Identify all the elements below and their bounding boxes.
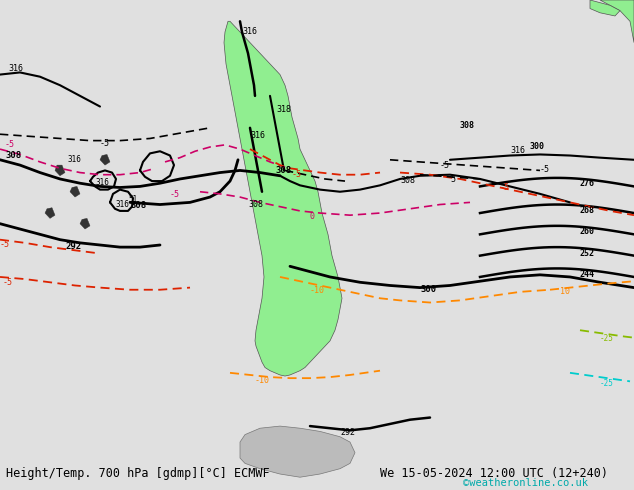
Polygon shape — [224, 21, 342, 376]
Text: We 15-05-2024 12:00 UTC (12+240): We 15-05-2024 12:00 UTC (12+240) — [380, 467, 609, 480]
Text: -5: -5 — [292, 170, 302, 179]
Polygon shape — [600, 0, 634, 43]
Text: 308: 308 — [400, 176, 415, 185]
Text: -5: -5 — [540, 165, 550, 173]
Text: -5: -5 — [440, 161, 450, 171]
Text: 316: 316 — [68, 155, 82, 164]
Text: ©weatheronline.co.uk: ©weatheronline.co.uk — [463, 478, 588, 488]
Polygon shape — [80, 219, 90, 229]
Text: -25: -25 — [600, 379, 614, 388]
Text: 316: 316 — [510, 147, 525, 155]
Text: 268: 268 — [580, 206, 595, 215]
Text: 10: 10 — [560, 287, 570, 296]
Text: 260: 260 — [580, 227, 595, 236]
Text: 316: 316 — [116, 199, 130, 209]
Text: Height/Temp. 700 hPa [gdmp][°C] ECMWF: Height/Temp. 700 hPa [gdmp][°C] ECMWF — [6, 467, 270, 480]
Text: 300: 300 — [420, 285, 436, 294]
Text: 316: 316 — [242, 27, 257, 36]
Text: -10: -10 — [255, 376, 270, 386]
Text: 51: 51 — [128, 196, 137, 204]
Text: 316: 316 — [8, 64, 23, 74]
Text: -5: -5 — [500, 183, 510, 192]
Polygon shape — [590, 0, 620, 16]
Text: -10: -10 — [310, 286, 325, 295]
Text: 318: 318 — [276, 105, 291, 114]
Text: 308: 308 — [130, 201, 146, 210]
Text: 244: 244 — [580, 270, 595, 279]
Text: 316: 316 — [95, 178, 109, 187]
Text: 276: 276 — [580, 179, 595, 189]
Text: 308: 308 — [275, 166, 291, 174]
Text: 316: 316 — [250, 131, 265, 141]
Text: 308: 308 — [460, 121, 475, 130]
Text: -5: -5 — [0, 240, 10, 249]
Text: 252: 252 — [580, 248, 595, 258]
Text: 5: 5 — [450, 175, 455, 184]
Text: 0: 0 — [310, 213, 315, 221]
Text: 292: 292 — [65, 242, 81, 251]
Text: 308: 308 — [248, 199, 263, 209]
Text: 300: 300 — [530, 142, 545, 151]
Text: -5: -5 — [100, 139, 110, 148]
Text: -5: -5 — [3, 278, 13, 288]
Text: -25: -25 — [600, 334, 614, 343]
Text: 308: 308 — [5, 150, 21, 160]
Text: -5: -5 — [5, 140, 15, 149]
Polygon shape — [240, 426, 355, 477]
Text: 292: 292 — [340, 428, 355, 437]
Text: -5: -5 — [170, 190, 180, 199]
Polygon shape — [45, 208, 55, 219]
Polygon shape — [70, 186, 80, 197]
Polygon shape — [100, 154, 110, 165]
Polygon shape — [55, 165, 65, 176]
